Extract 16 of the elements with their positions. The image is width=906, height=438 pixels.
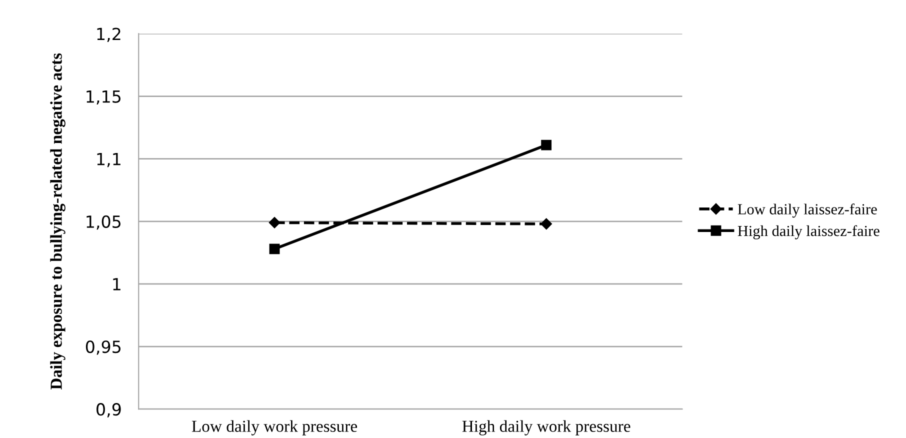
y-tick-label: 1 (113, 278, 120, 290)
y-axis-title: Daily exposure to bullying-related negative acts (50, 53, 66, 390)
point (540, 218, 552, 230)
y-tick-label: 0,95 (86, 340, 120, 355)
y-tick-label: 1,05 (86, 215, 120, 230)
point (541, 140, 552, 150)
point (269, 244, 280, 254)
y-tick-label: 1,2 (97, 28, 120, 42)
point (268, 217, 280, 228)
legend-label: High daily laissez-faire (738, 225, 880, 240)
y-tick-label: 1,1 (97, 153, 120, 168)
y-tick-label: 0,9 (96, 403, 121, 418)
legend-label: Low daily laissez-faire (738, 204, 877, 218)
y-tick-label: 1,15 (86, 90, 120, 105)
x-tick-label: Low daily work pressure (192, 420, 358, 436)
x-tick-label: High daily work pressure (462, 420, 630, 436)
